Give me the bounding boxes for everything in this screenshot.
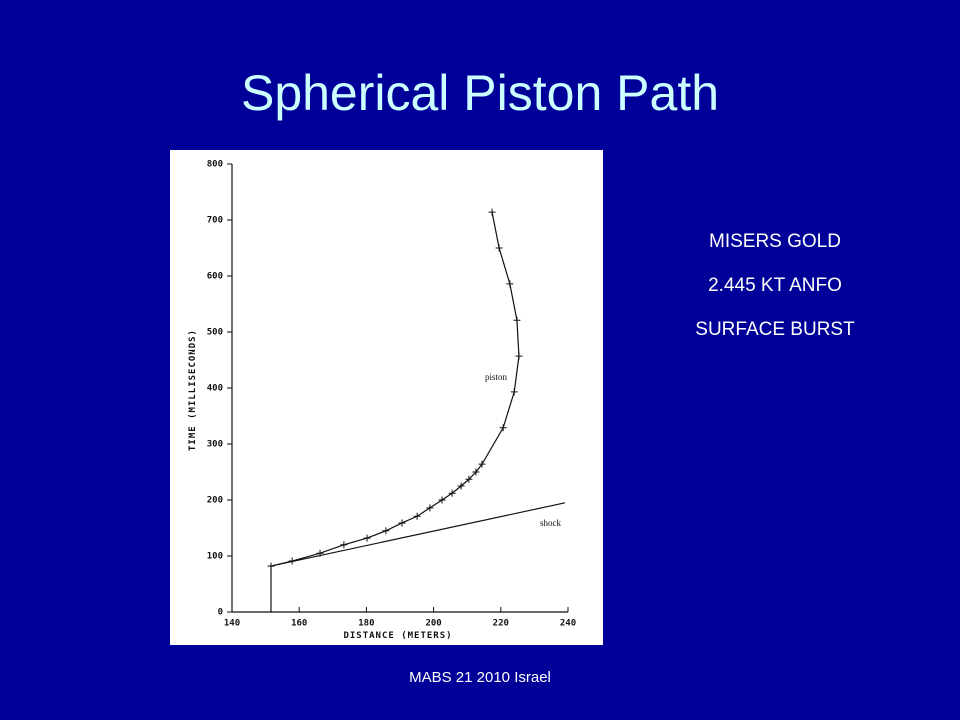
y-tick-label: 100: [207, 552, 223, 562]
note: SURFACE BURST: [695, 319, 855, 340]
marker: [513, 316, 521, 324]
marker: [426, 504, 434, 512]
x-tick-label: 200: [425, 619, 441, 629]
marker: [363, 534, 371, 542]
y-tick-label: 500: [207, 328, 223, 338]
y-tick-label: 300: [207, 440, 223, 450]
marker: [398, 519, 406, 527]
y-tick-label: 600: [207, 272, 223, 282]
annotation: shock: [540, 518, 561, 528]
series-line: [270, 212, 520, 567]
y-tick-label: 0: [218, 608, 223, 618]
marker: [510, 388, 518, 396]
marker: [472, 468, 480, 476]
y-axis-label: TIME (MILLISECONDS): [188, 329, 198, 451]
marker: [340, 541, 348, 549]
x-tick-label: 220: [493, 619, 509, 629]
marker: [515, 352, 523, 360]
marker: [478, 460, 486, 468]
marker: [448, 489, 456, 497]
x-tick-label: 140: [224, 619, 240, 629]
y-tick-label: 200: [207, 496, 223, 506]
slide-title: Spherical Piston Path: [241, 65, 719, 121]
marker: [465, 475, 473, 483]
series-line: [270, 502, 566, 612]
marker: [499, 424, 507, 432]
chart-background: [170, 150, 603, 645]
x-axis-label: DISTANCE (METERS): [343, 631, 452, 641]
x-tick-label: 180: [358, 619, 374, 629]
footer: MABS 21 2010 Israel: [409, 669, 551, 686]
x-tick-label: 240: [560, 619, 576, 629]
marker: [413, 512, 421, 520]
marker: [506, 280, 514, 288]
note: MISERS GOLD: [709, 231, 841, 252]
marker: [382, 527, 390, 535]
marker: [457, 482, 465, 490]
note: 2.445 KT ANFO: [708, 275, 842, 296]
y-tick-label: 800: [207, 160, 223, 170]
marker: [488, 208, 496, 216]
marker: [438, 496, 446, 504]
x-tick-label: 160: [291, 619, 307, 629]
y-tick-label: 700: [207, 216, 223, 226]
marker: [495, 244, 503, 252]
y-tick-label: 400: [207, 384, 223, 394]
annotation: piston: [485, 372, 508, 382]
